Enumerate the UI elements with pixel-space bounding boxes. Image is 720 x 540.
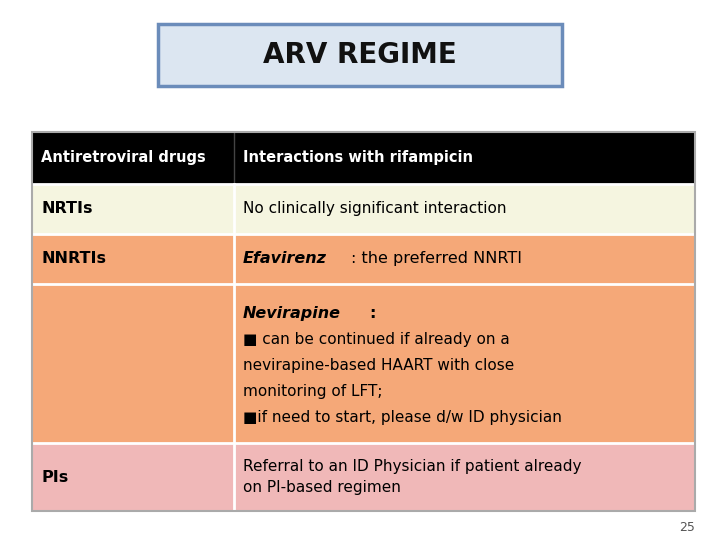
Text: : the preferred NNRTI: : the preferred NNRTI: [351, 252, 523, 266]
Text: ■ can be continued if already on a: ■ can be continued if already on a: [243, 332, 510, 347]
Text: Interactions with rifampicin: Interactions with rifampicin: [243, 151, 473, 165]
FancyBboxPatch shape: [32, 184, 695, 234]
Text: monitoring of LFT;: monitoring of LFT;: [243, 384, 382, 399]
Text: No clinically significant interaction: No clinically significant interaction: [243, 201, 507, 216]
FancyBboxPatch shape: [32, 132, 695, 184]
FancyBboxPatch shape: [32, 284, 695, 443]
Text: Nevirapine: Nevirapine: [243, 306, 341, 321]
Text: :: :: [369, 306, 376, 321]
Text: ARV REGIME: ARV REGIME: [263, 42, 457, 69]
Text: Efavirenz: Efavirenz: [243, 252, 327, 266]
Text: Referral to an ID Physician if patient already
on PI-based regimen: Referral to an ID Physician if patient a…: [243, 459, 582, 495]
Text: PIs: PIs: [41, 470, 68, 484]
Text: NNRTIs: NNRTIs: [41, 252, 106, 266]
Text: ■if need to start, please d/w ID physician: ■if need to start, please d/w ID physici…: [243, 410, 562, 425]
FancyBboxPatch shape: [158, 24, 562, 86]
FancyBboxPatch shape: [32, 443, 695, 511]
Text: nevirapine-based HAART with close: nevirapine-based HAART with close: [243, 358, 514, 373]
FancyBboxPatch shape: [32, 234, 695, 284]
Text: NRTIs: NRTIs: [41, 201, 93, 216]
Text: 25: 25: [679, 521, 695, 534]
Text: Antiretroviral drugs: Antiretroviral drugs: [41, 151, 206, 165]
